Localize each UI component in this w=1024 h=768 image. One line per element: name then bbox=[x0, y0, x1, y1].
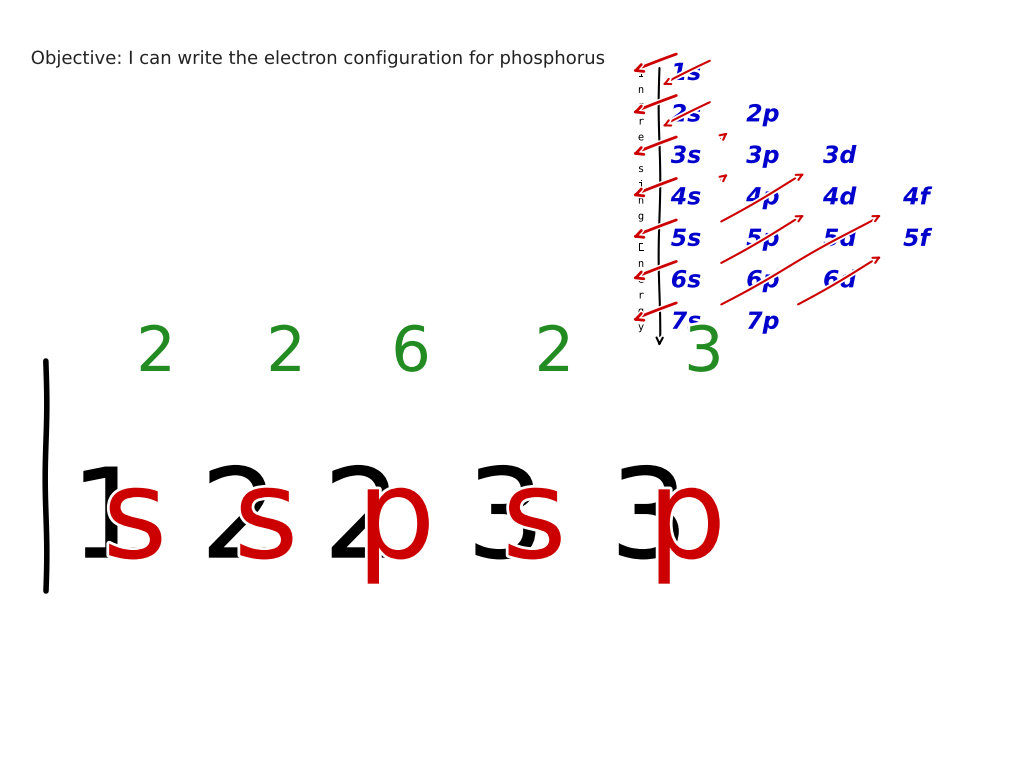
Text: 6d: 6d bbox=[823, 268, 856, 293]
Text: I: I bbox=[638, 69, 644, 79]
Text: i: i bbox=[638, 180, 644, 190]
Text: g: g bbox=[638, 306, 644, 316]
Text: 5s: 5s bbox=[671, 227, 701, 251]
Text: 3d: 3d bbox=[823, 144, 856, 168]
Text: 3s: 3s bbox=[671, 144, 701, 168]
Text: 5p: 5p bbox=[746, 227, 779, 251]
Text: 5d: 5d bbox=[823, 227, 856, 251]
Text: 4d: 4d bbox=[823, 185, 856, 210]
Text: n: n bbox=[638, 259, 644, 269]
Text: g: g bbox=[638, 211, 644, 221]
Text: 4p: 4p bbox=[746, 185, 779, 210]
Text: 2p: 2p bbox=[746, 102, 779, 127]
Text: 2: 2 bbox=[136, 324, 176, 384]
Text: c: c bbox=[638, 101, 644, 111]
Text: 3p: 3p bbox=[746, 144, 779, 168]
Text: 1: 1 bbox=[70, 462, 150, 584]
Text: 4f: 4f bbox=[903, 185, 930, 210]
Text: p: p bbox=[356, 462, 436, 584]
Text: 6p: 6p bbox=[746, 268, 779, 293]
Text: y: y bbox=[638, 322, 644, 332]
Text: 7s: 7s bbox=[671, 310, 701, 334]
Text: e: e bbox=[638, 275, 644, 285]
Text: s: s bbox=[638, 164, 644, 174]
Text: 7p: 7p bbox=[746, 310, 779, 334]
Text: 1s: 1s bbox=[671, 61, 701, 85]
Text: p: p bbox=[647, 462, 727, 584]
Text: r: r bbox=[638, 290, 644, 300]
Text: n: n bbox=[638, 196, 644, 206]
Text: s: s bbox=[233, 462, 299, 584]
Text: 4s: 4s bbox=[671, 185, 701, 210]
Text: e: e bbox=[638, 132, 644, 142]
Text: s: s bbox=[102, 462, 168, 584]
Text: 5f: 5f bbox=[903, 227, 930, 251]
Text: a: a bbox=[638, 148, 644, 158]
Text: n: n bbox=[638, 85, 644, 95]
Text: 3: 3 bbox=[466, 462, 546, 584]
Text: 2s: 2s bbox=[671, 102, 701, 127]
Text: 3: 3 bbox=[609, 462, 689, 584]
Text: 3: 3 bbox=[684, 324, 724, 384]
Text: 2: 2 bbox=[323, 462, 402, 584]
Text: 2: 2 bbox=[266, 324, 306, 384]
Text: 2: 2 bbox=[200, 462, 280, 584]
Text: Objective: I can write the electron configuration for phosphorus: Objective: I can write the electron conf… bbox=[31, 50, 604, 68]
Text: E: E bbox=[638, 243, 644, 253]
Text: 2: 2 bbox=[535, 324, 574, 384]
Text: 6: 6 bbox=[391, 324, 431, 384]
Text: s: s bbox=[502, 462, 567, 584]
Text: 6s: 6s bbox=[671, 268, 701, 293]
Text: r: r bbox=[638, 117, 644, 127]
